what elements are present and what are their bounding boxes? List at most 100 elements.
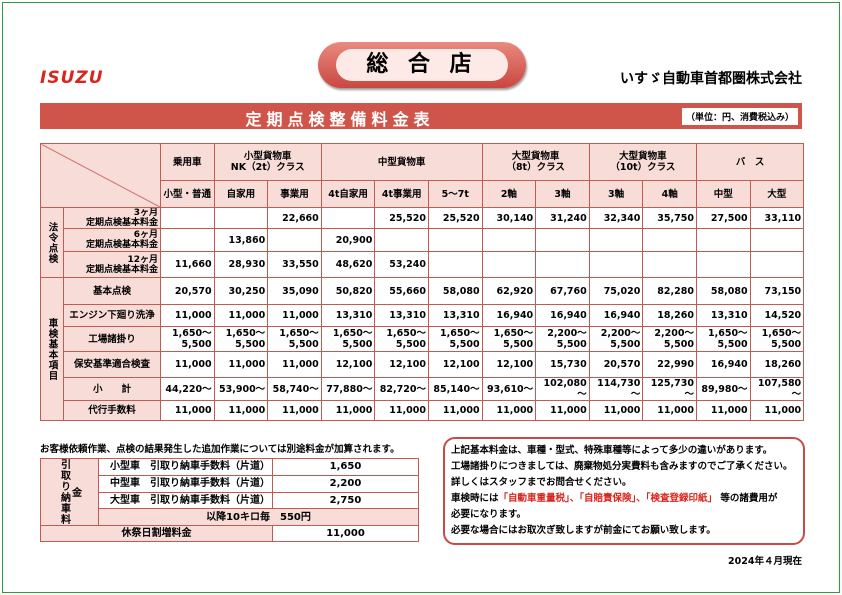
table-cell: 12,100 [481,351,537,378]
title-badge: 総 合 店 [318,42,526,88]
table-row: 6ヶ月 定期点検基本料金 13,860 20,900 [41,228,805,252]
subheader: 自家用 [213,180,269,208]
table-cell: 11,660 [160,251,215,278]
table-cell: 11,000 [160,351,215,378]
subheader: 中型 [695,180,751,208]
table-cell: 11,000 [160,304,215,327]
table-cell: 33,550 [267,251,322,278]
note-line: 工場諸掛りにつきましては、廃棄物処分実費料も含みますのでご了承ください。 [451,461,793,472]
table-cell: 13,310 [374,304,429,327]
banner-title: 定期点検整備料金表 [245,110,435,129]
section-cell: 法令点検 [40,207,64,278]
note-line: 必要な場合にはお取次ぎ致しますが前金にてお願い致します。 [451,525,716,536]
table-cell: 48,620 [320,251,376,278]
subheader: 事業用 [267,180,322,208]
table-cell: 58,080 [427,277,483,305]
table-cell: 20,900 [320,228,376,252]
table-cell: 30,250 [213,277,269,305]
table-cell: 67,760 [535,277,590,305]
table-cell: 11,000 [374,400,429,421]
title: 総 合 店 [336,49,508,81]
pickup-table: 引取り納車料金 小型車 引取り納車手数料（片道） 1,650 中型車 引取り納車手数料… [40,458,419,542]
table-cell [588,228,644,252]
table-cell: 2,200～ 5,500 [588,326,644,352]
table-cell: 16,940 [695,351,751,378]
table-cell: 50,820 [320,277,376,305]
corner-cell [40,143,161,208]
table-row: 車検基本項目 基本点検 20,570 30,250 35,090 50,820 55,660… [40,277,805,421]
table-row: 小 計 44,220～ 53,900～ 58,740～ 77,880～ 82,720～ 85… [41,377,805,401]
price: 2,750 [272,491,419,510]
banner: 定期点検整備料金表 （単位：円、消費税込み） [40,103,802,129]
table-row: 代行手数料 11,000 11,000 11,000 11,000 11,000 11,00… [41,400,805,421]
row-label: 基本点検 [63,277,161,305]
subheader: 小型・普通 [160,180,215,208]
pickup-row: 以降10キロ毎 550円 [41,508,419,526]
table-cell: 1,650～ 5,500 [427,326,483,352]
table-row: エンジン下廻り洗浄 11,000 11,000 11,000 13,310 13,310 1… [41,304,805,327]
table-cell: 13,310 [427,304,483,327]
table-cell: 1,650～ 5,500 [160,326,215,352]
table-cell [749,251,805,278]
subheader: 3軸 [535,180,590,208]
table-cell: 11,000 [535,400,590,421]
row-label: 12ヶ月 定期点検基本料金 [63,251,161,278]
table-cell [160,228,215,252]
table-cell: 31,240 [535,207,590,229]
table-cell: 53,900～ [213,377,269,401]
price: 2,200 [272,474,419,493]
price: 1,650 [272,458,419,476]
subheader: 4軸 [642,180,697,208]
table-cell [427,228,483,252]
header-group: 大型貨物車 （10t）クラス [588,143,697,181]
note-line: 車検時には「自動車重量税」、「自賠責保険」、「検査登録印紙」 等の諸費用が [451,491,797,507]
table-cell: 25,520 [374,207,429,229]
table-cell: 82,280 [642,277,697,305]
table-cell: 93,610～ [481,377,537,401]
row-label: 小 計 [63,377,161,401]
table-row: 法令点検 3ヶ月 定期点検基本料金 22,660 25,520 25,520 30,140… [40,207,805,278]
pickup-label: 引取り納車料金 [58,459,81,525]
table-cell: 75,020 [588,277,644,305]
table-cell: 35,750 [642,207,697,229]
note-line: 必要になります。 [451,509,527,520]
table-cell: 15,730 [535,351,590,378]
table-cell [642,228,697,252]
table-cell [320,207,376,229]
table-cell: 27,500 [695,207,751,229]
note-line: 詳しくはスタッフまでお問合せください。 [451,477,632,488]
header-group: 大型貨物車 （8t）クラス [481,143,590,181]
table-cell: 11,000 [695,400,751,421]
description: 引取り納車手数料（片道） [150,478,270,490]
notes-box: 上記基本料金は、車種・型式、特殊車種等によって多少の違いがあります。 工場諸掛り… [443,437,805,545]
table-cell: 125,730～ [642,377,697,401]
extra-charge: 以降10キロ毎 550円 [98,508,419,526]
pickup-row: 中型車 引取り納車手数料（片道） 2,200 [41,474,419,493]
header-group: 小型貨物車 NK（2t）クラス [213,143,322,181]
table-cell: 13,310 [320,304,376,327]
table-cell: 73,150 [749,277,805,305]
table-cell: 30,140 [481,207,537,229]
pickup-desc-cell: 中型車 引取り納車手数料（片道） [98,474,273,493]
table-cell: 13,860 [213,228,269,252]
table-cell: 22,660 [267,207,322,229]
note-text: 等の諸費用が [720,493,778,504]
table-cell [374,228,429,252]
table-cell: 25,520 [427,207,483,229]
table-cell: 28,930 [213,251,269,278]
row-label: 工場諸掛り [63,326,161,352]
table-cell: 14,520 [749,304,805,327]
table-cell: 58,740～ [267,377,322,401]
table-cell: 11,000 [213,304,269,327]
vehicle-type: 小型車 [110,461,140,473]
table-cell: 1,650～ 5,500 [374,326,429,352]
header-group: 乗用車 [160,143,215,181]
table-cell: 16,940 [481,304,537,327]
table-cell: 114,730～ [588,377,644,401]
pickup-desc-cell: 大型車 引取り納車手数料（片道） [98,491,273,510]
note-line: 上記基本料金は、車種・型式、特殊車種等によって多少の違いがあります。 [451,445,773,456]
table-cell: 58,080 [695,277,751,305]
table-cell: 102,080～ [535,377,590,401]
